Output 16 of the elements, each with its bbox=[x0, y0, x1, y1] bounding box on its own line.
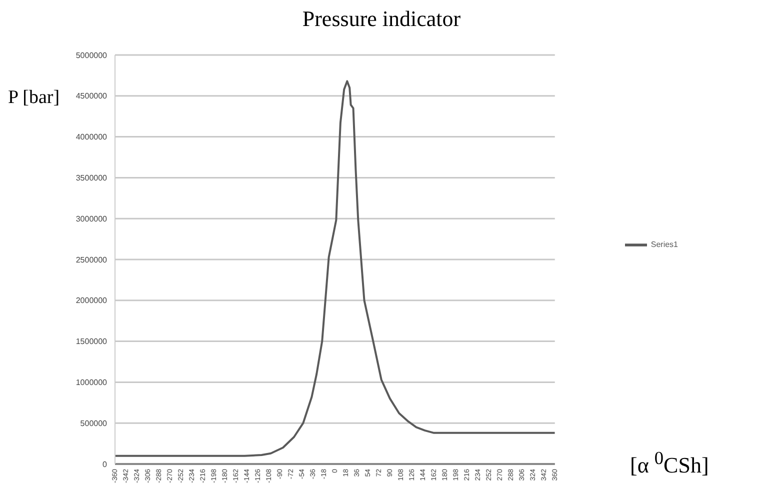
x-axis-title: [α $^{0}$CSh] bbox=[630, 448, 709, 478]
chart-title: Pressure indicator bbox=[302, 6, 461, 31]
y-tick-label: 4500000 bbox=[76, 92, 108, 101]
y-tick-label: 4000000 bbox=[76, 132, 108, 142]
legend-label: Series1 bbox=[650, 240, 678, 250]
line-series bbox=[115, 80, 555, 457]
y-tick-label: 3000000 bbox=[76, 214, 108, 224]
y-tick-label: 2000000 bbox=[76, 296, 108, 306]
y-tick-label: 500000 bbox=[80, 418, 108, 428]
y-tick-label: 1500000 bbox=[76, 337, 108, 346]
y-tick-label: 3500000 bbox=[76, 174, 108, 183]
y-tick-label: 1000000 bbox=[76, 378, 108, 388]
y-axis-title: P [bar] bbox=[8, 87, 60, 108]
y-tick-label: 5000000 bbox=[76, 50, 108, 60]
y-tick-label: 0 bbox=[102, 460, 108, 469]
y-tick-label: 2500000 bbox=[76, 255, 108, 264]
